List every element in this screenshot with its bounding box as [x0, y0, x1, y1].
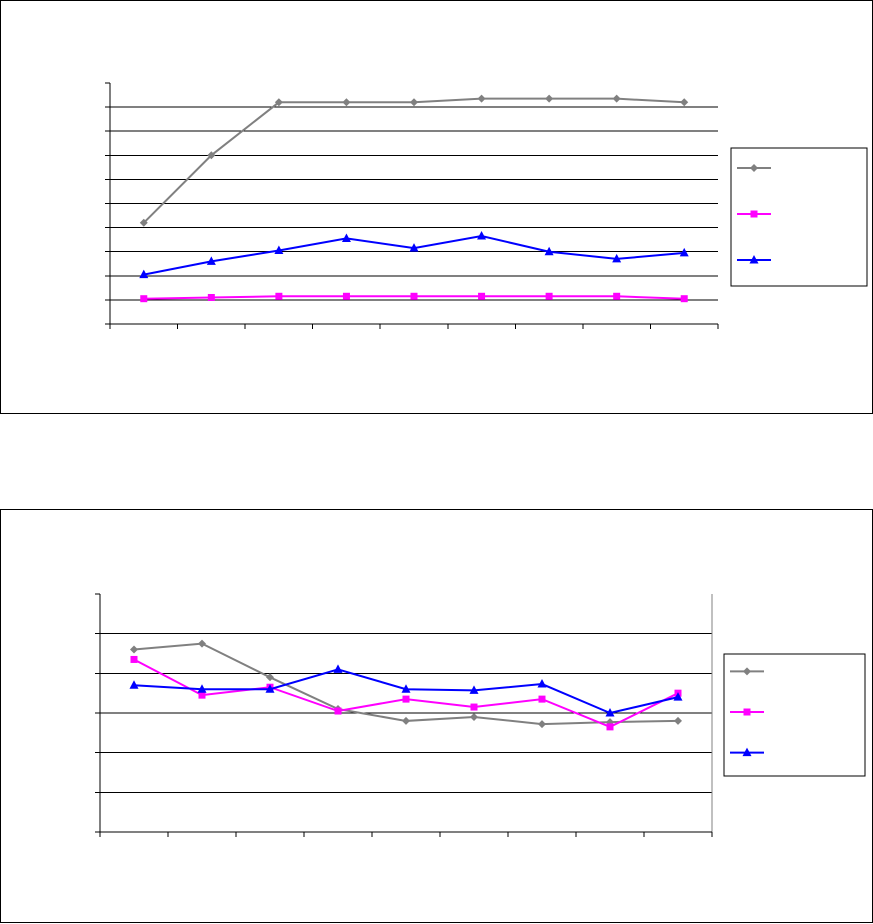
chart-1-legend-marker-1 [750, 164, 758, 172]
chart-1-legend-marker-2 [750, 210, 758, 218]
chart-1-series-1-point-1 [139, 218, 148, 227]
chart-1-series-3-point-5 [409, 243, 419, 252]
chart-1-series-3-line [143, 235, 685, 276]
chart-1-series-3-point-6 [477, 231, 487, 240]
chart-1-series-3-point-2 [206, 256, 216, 265]
chart-1-series-1-point-7 [545, 94, 554, 103]
chart-2-series-1-point-5 [402, 716, 410, 725]
chart-1-series-1-point-5 [410, 98, 418, 107]
chart-1-series-3-point-3 [274, 245, 284, 254]
chart-2-series-2-point-5 [402, 695, 410, 703]
chart-2-series-3-point-7 [537, 679, 547, 688]
chart-1-series-1-point-3 [274, 98, 283, 107]
chart-1-series-3-point-4 [341, 233, 351, 242]
chart-2-series-3-point-8 [605, 708, 615, 717]
chart-1-svg [105, 82, 868, 329]
chart-2-series-1-line [133, 642, 679, 726]
chart-2 [0, 509, 873, 923]
chart-1-series-2-point-2 [207, 293, 215, 301]
chart-1-series-1-point-9 [680, 98, 689, 107]
chart-2-series-3-point-1 [129, 680, 139, 689]
chart-1-series-2-point-6 [478, 292, 486, 300]
chart-2-plot [95, 593, 866, 837]
chart-2-legend-marker-1 [743, 667, 751, 676]
chart-1-series-2-point-4 [342, 292, 350, 300]
chart-2-series-1-point-9 [674, 716, 682, 725]
chart-1-series-2-point-7 [545, 292, 553, 300]
chart-2-legend-marker-3 [742, 747, 752, 757]
chart-2-series-2-line [133, 658, 679, 728]
chart-2-series-2-point-7 [538, 695, 546, 703]
chart-2-series-3-point-3 [265, 684, 275, 693]
chart-2-series-2-point-1 [130, 655, 138, 663]
chart-1-series-3-point-7 [544, 246, 554, 256]
chart-1-series-1-line [143, 97, 685, 224]
chart-1-series-3-point-9 [679, 247, 689, 257]
chart-1-series-2-point-8 [613, 292, 621, 300]
chart-2-series-1-point-8 [606, 718, 614, 727]
chart-1-series-2-point-9 [680, 295, 688, 303]
chart-2-series-1-point-7 [538, 720, 546, 729]
chart-2-series-2-point-4 [334, 707, 342, 715]
chart-1-series-2-point-5 [410, 292, 418, 300]
chart-2-legend-marker-2 [743, 708, 751, 716]
chart-2-series-1-point-2 [198, 639, 206, 648]
chart-2-series-3-point-4 [333, 664, 343, 673]
chart-2-series-2-point-6 [470, 703, 478, 711]
chart-1-series-2-point-1 [140, 295, 148, 303]
chart-2-series-2-point-8 [606, 723, 614, 731]
chart-2-series-3-point-6 [469, 685, 479, 694]
chart-1-series-3-point-1 [139, 269, 149, 279]
chart-2-series-3-point-9 [673, 692, 683, 701]
chart-1-legend-marker-3 [749, 255, 759, 264]
chart-1-series-1-point-6 [477, 94, 486, 103]
chart-2-series-3-point-5 [401, 684, 411, 693]
chart-2-series-1-point-1 [130, 645, 138, 654]
chart-1-series-3-point-8 [612, 253, 622, 263]
chart-2-svg [95, 593, 866, 837]
chart-1 [0, 0, 873, 414]
chart-2-series-2-point-2 [198, 691, 206, 699]
chart-1-series-2-point-3 [275, 292, 283, 300]
chart-2-series-1-point-3 [266, 673, 274, 682]
chart-1-series-1-point-8 [612, 94, 621, 103]
chart-1-series-1-point-2 [207, 151, 216, 160]
chart-1-series-1-point-4 [342, 98, 351, 107]
chart-2-series-1-point-6 [470, 712, 478, 721]
chart-1-plot [105, 82, 868, 329]
chart-2-series-3-point-2 [197, 684, 207, 693]
